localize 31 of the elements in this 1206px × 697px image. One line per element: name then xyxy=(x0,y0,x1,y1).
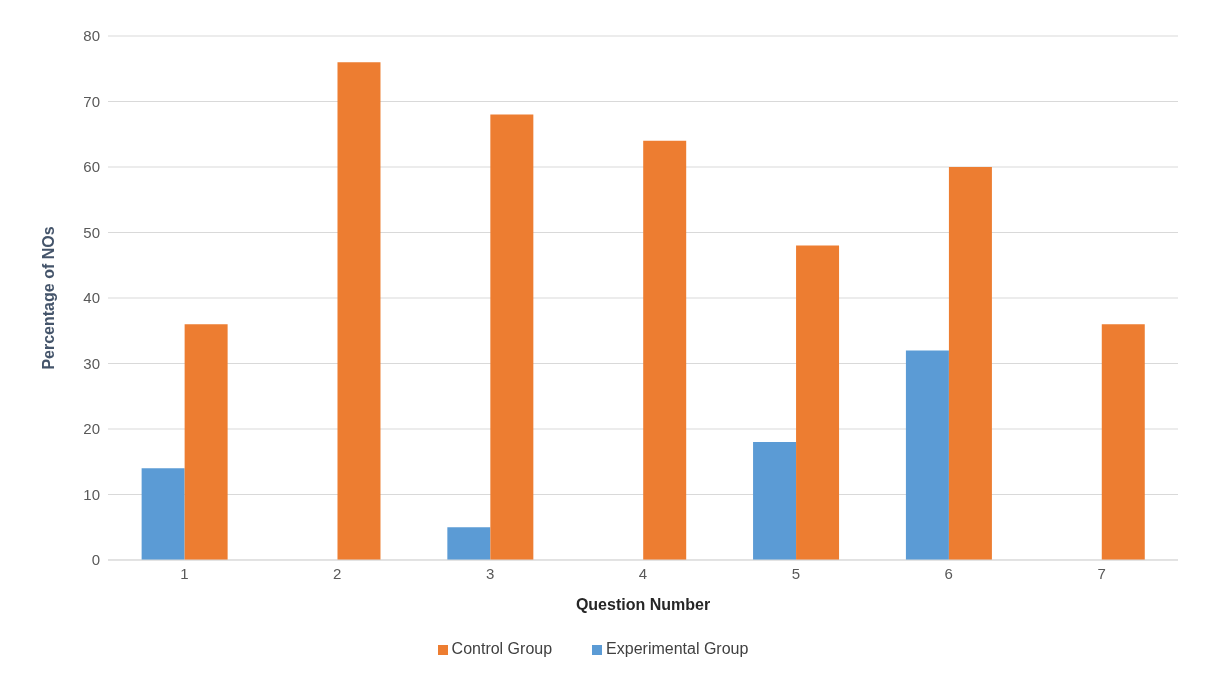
bar xyxy=(184,324,228,560)
bar xyxy=(141,468,185,560)
x-tick-label: 7 xyxy=(1097,564,1106,582)
bar xyxy=(796,245,840,560)
y-tick-label: 50 xyxy=(83,223,100,241)
bar xyxy=(337,62,381,560)
y-tick-label: 70 xyxy=(83,92,100,110)
bar xyxy=(1101,324,1145,560)
x-tick-label: 2 xyxy=(333,564,342,582)
bar xyxy=(447,527,491,560)
bar xyxy=(905,350,949,560)
x-tick-label: 4 xyxy=(638,564,648,582)
legend-label: Control Group xyxy=(451,640,553,657)
bar xyxy=(490,114,534,560)
x-tick-label: 6 xyxy=(944,564,953,582)
bar xyxy=(753,442,797,560)
x-tick-label: 3 xyxy=(485,564,495,582)
y-tick-label: 40 xyxy=(83,289,100,307)
x-tick-label: 5 xyxy=(791,564,801,582)
y-tick-label: 0 xyxy=(91,551,100,569)
y-tick-label: 10 xyxy=(83,485,100,503)
y-tick-label: 20 xyxy=(83,420,100,438)
y-axis-title: Percentage of NOs xyxy=(39,226,57,370)
x-axis-title: Question Number xyxy=(575,596,711,613)
bar xyxy=(643,140,687,560)
y-tick-label: 80 xyxy=(83,27,100,45)
y-tick-label: 60 xyxy=(83,158,100,176)
bar xyxy=(948,167,992,560)
x-tick-label: 1 xyxy=(180,564,189,582)
y-tick-label: 30 xyxy=(83,354,100,372)
legend-label: Experimental Group xyxy=(606,640,749,657)
